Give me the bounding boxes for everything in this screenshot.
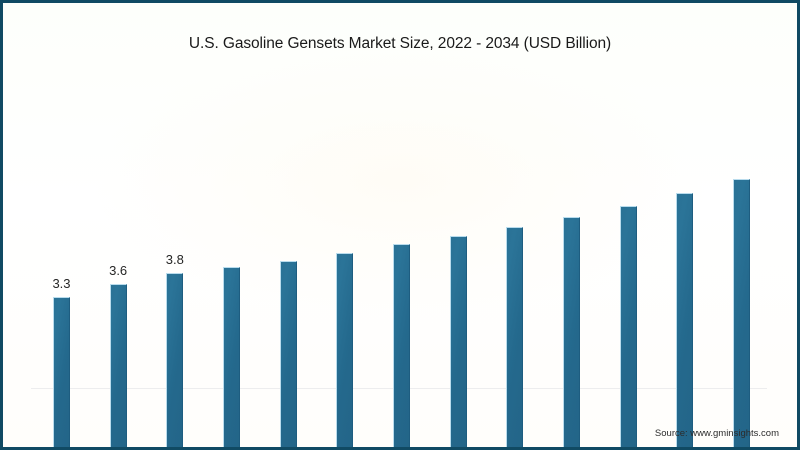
bar[interactable] bbox=[392, 244, 410, 447]
bar-group: 2028 bbox=[392, 62, 410, 447]
bar[interactable] bbox=[732, 179, 750, 447]
bar[interactable] bbox=[506, 227, 524, 447]
bar-group: 2032 bbox=[619, 62, 637, 447]
bar[interactable] bbox=[336, 253, 354, 447]
bar-group: 2031 bbox=[562, 62, 580, 447]
bar-group: 2029 bbox=[449, 62, 467, 447]
bar-group: 2026 bbox=[279, 62, 297, 447]
bar[interactable] bbox=[166, 273, 184, 447]
bar-group: 2025 bbox=[222, 62, 240, 447]
bar-value-label: 3.8 bbox=[165, 252, 184, 267]
bar[interactable] bbox=[222, 267, 240, 447]
bar-group: 2034 bbox=[732, 62, 750, 447]
bar-group: 3.82024 bbox=[166, 62, 184, 447]
chart-title: U.S. Gasoline Gensets Market Size, 2022 … bbox=[188, 35, 612, 52]
bar-group: 3.32022 bbox=[52, 62, 71, 447]
bar[interactable] bbox=[109, 284, 127, 447]
bar[interactable] bbox=[53, 297, 70, 447]
bar-group: 2027 bbox=[336, 62, 354, 447]
bar[interactable] bbox=[676, 193, 694, 447]
source-attribution: Source: www.gminsights.com bbox=[654, 428, 779, 439]
bar[interactable] bbox=[449, 236, 467, 447]
bar-group: 3.62023 bbox=[109, 62, 127, 447]
bar[interactable] bbox=[562, 217, 580, 447]
bar-value-label: 3.3 bbox=[52, 276, 71, 291]
bar[interactable] bbox=[279, 261, 297, 447]
bar-value-label: 3.6 bbox=[109, 263, 128, 278]
bar[interactable] bbox=[619, 206, 637, 447]
bar-group: 2033 bbox=[676, 62, 694, 447]
bar-group: 2030 bbox=[506, 62, 524, 447]
plot-area: 3.32022 3.62023 3.82024 2025 2026 2027 2028 202… bbox=[3, 3, 797, 447]
